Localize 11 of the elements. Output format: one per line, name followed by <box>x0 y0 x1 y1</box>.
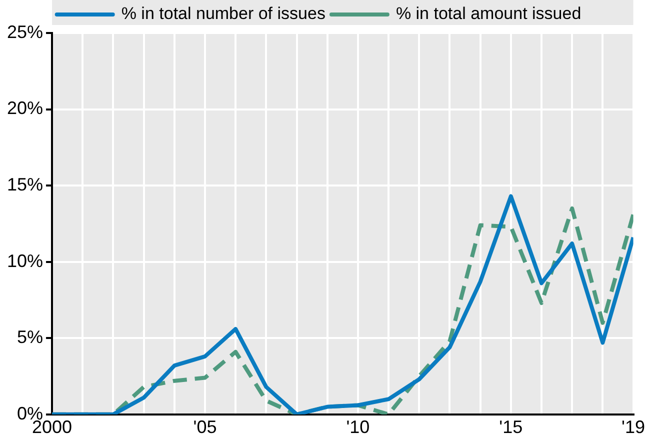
y-tick-label: 15% <box>6 174 44 195</box>
x-tick-label: '05 <box>193 417 217 438</box>
y-tick-label: 5% <box>17 327 44 348</box>
x-tick-label: '10 <box>346 417 370 438</box>
y-tick-label: 25% <box>6 22 44 42</box>
x-tick-label: '15 <box>499 417 523 438</box>
legend-label: % in total number of issues <box>121 4 326 24</box>
y-tick-label: 20% <box>6 98 44 118</box>
x-tick-label: '19 <box>622 417 646 438</box>
y-tick-label: 10% <box>6 250 44 271</box>
legend-label: % in total amount issued <box>396 4 582 24</box>
